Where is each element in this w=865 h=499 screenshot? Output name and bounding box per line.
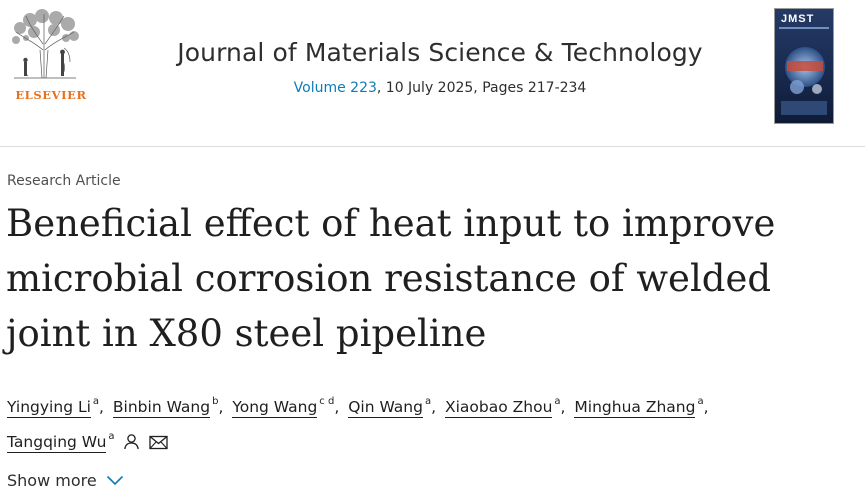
author-link[interactable]: Xiaobao Zhou — [444, 398, 553, 418]
author-link[interactable]: Binbin Wang — [112, 398, 211, 418]
author-link[interactable]: Qin Wang — [348, 398, 423, 418]
article-title-line: microbial corrosion resistance of welded — [6, 257, 772, 300]
separator: , — [560, 398, 566, 416]
elsevier-logo[interactable]: ELSEVIER — [6, 8, 86, 102]
separator: , — [703, 398, 709, 416]
separator: , — [99, 398, 104, 416]
separator: , — [334, 398, 340, 416]
separator: , — [431, 398, 437, 416]
envelope-icon[interactable] — [149, 435, 169, 450]
author-link[interactable]: Tangqing Wu — [7, 433, 107, 453]
header-divider — [0, 146, 865, 147]
author-link[interactable]: Yong Wang — [232, 398, 318, 418]
author-item: Yingying Li a — [7, 396, 100, 418]
author-item: Tangqing Wu a — [7, 431, 115, 453]
journal-issue-info: Volume 223, 10 July 2025, Pages 217-234 — [150, 80, 730, 96]
volume-link[interactable]: Volume 223 — [293, 80, 377, 96]
tree-icon — [12, 9, 79, 79]
show-more-button[interactable]: Show more — [7, 471, 124, 490]
person-icon[interactable] — [123, 433, 140, 450]
separator: , — [218, 398, 224, 416]
author-list: Yingying Li a, Binbin Wang b, Yong Wang c d… — [7, 387, 857, 457]
cover-label: JMST — [781, 13, 815, 25]
author-link[interactable]: Minghua Zhang — [574, 398, 696, 418]
article-title: Beneficial effect of heat input to impro… — [6, 196, 856, 361]
issue-details: , 10 July 2025, Pages 217-234 — [376, 80, 587, 96]
author-link[interactable]: Yingying Li — [7, 398, 91, 418]
author-item: Binbin Wang b — [112, 396, 219, 418]
article-title-line: Beneficial effect of heat input to impro… — [6, 202, 776, 245]
chevron-down-icon — [106, 475, 123, 486]
article-type: Research Article — [7, 173, 121, 189]
author-item: Qin Wang a — [348, 396, 432, 418]
author-item: Xiaobao Zhou a — [444, 396, 561, 418]
author-item: Yong Wang c d — [232, 396, 335, 418]
article-title-line: joint in X80 steel pipeline — [6, 312, 487, 355]
journal-cover-image[interactable]: JMST — [774, 8, 834, 124]
affiliation-marker[interactable]: a — [108, 431, 115, 442]
affiliation-marker[interactable]: c d — [319, 396, 335, 407]
affiliation-marker[interactable]: a — [697, 396, 704, 407]
affiliation-marker[interactable]: b — [212, 396, 219, 407]
cover-artwork — [775, 9, 833, 123]
affiliation-marker[interactable]: a — [424, 396, 432, 407]
affiliation-marker[interactable]: a — [92, 396, 100, 407]
show-more-label: Show more — [7, 471, 97, 490]
affiliation-marker[interactable]: a — [554, 396, 561, 407]
author-item: Minghua Zhang a — [574, 396, 704, 418]
elsevier-wordmark: ELSEVIER — [15, 88, 87, 102]
journal-title[interactable]: Journal of Materials Science & Technolog… — [177, 38, 703, 67]
